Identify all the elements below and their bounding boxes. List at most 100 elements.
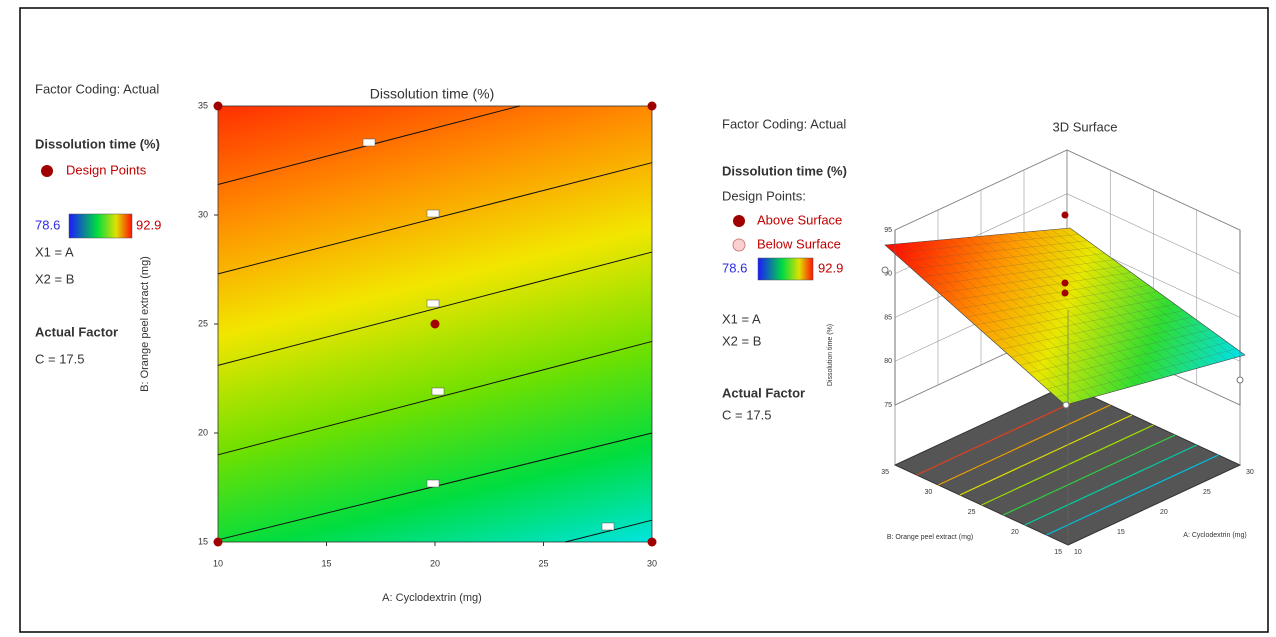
z-tick-label: 85 (884, 314, 892, 321)
floor-contour (937, 404, 1111, 486)
design-point (213, 101, 223, 111)
y-tick-label: 35 (198, 100, 208, 110)
color-max: 92.9 (818, 260, 843, 275)
design-point (430, 319, 440, 329)
y-tick-label: 30 (924, 489, 932, 496)
x1-label: X1 = A (722, 311, 761, 326)
x2-label: X2 = B (35, 271, 74, 286)
chart-title: 3D Surface (1052, 119, 1117, 134)
actual-factor: C = 17.5 (35, 351, 85, 366)
design-point-below (1236, 376, 1244, 384)
design-point (647, 101, 657, 111)
x-tick-label: 25 (538, 558, 548, 568)
surface-mesh (929, 259, 1114, 286)
contour-line (217, 162, 653, 275)
surface-mesh (1005, 233, 1183, 373)
surface-mesh (1014, 232, 1192, 371)
surface-mesh (956, 278, 1141, 310)
contour-label-box (426, 209, 440, 218)
frame (19, 7, 1269, 633)
actual-factor-title: Actual Factor (722, 385, 805, 400)
y-tick-label: 25 (968, 509, 976, 516)
legend-marker (41, 165, 53, 177)
surface-mesh (1032, 231, 1210, 366)
z-tick-label: 75 (884, 402, 892, 409)
surface-mesh (920, 253, 1106, 278)
y-tick-label: 20 (198, 427, 208, 437)
design-point-above (1061, 279, 1069, 287)
x1-label: X1 = A (35, 244, 74, 259)
legend-label: Below Surface (757, 236, 841, 251)
legend-title: Dissolution time (%) (35, 136, 160, 151)
z-tick-label: 80 (884, 358, 892, 365)
actual-factor: C = 17.5 (722, 407, 772, 422)
contour-label-box (431, 387, 445, 396)
x-tick-label: 15 (321, 558, 331, 568)
contour-line (565, 519, 653, 543)
z-tick-label: 90 (884, 271, 892, 278)
contour-label-box (426, 299, 440, 308)
legend-label: Design Points (66, 162, 147, 177)
design-point-above (1061, 289, 1069, 297)
surface-mesh (986, 235, 1165, 378)
y-tick-label: 15 (1054, 549, 1062, 556)
x-tick-label: 20 (1160, 509, 1168, 516)
surface-mesh (1042, 230, 1219, 363)
x-tick-label: 10 (213, 558, 223, 568)
z-tick-label: 95 (884, 227, 892, 234)
design-point (213, 537, 223, 547)
color-max: 92.9 (136, 217, 161, 232)
factor-coding: Factor Coding: Actual (722, 116, 846, 131)
contour-label-box (362, 138, 376, 147)
surface-mesh (911, 246, 1097, 270)
legend-title: Dissolution time (%) (722, 163, 847, 178)
x-tick-label: 15 (1117, 529, 1125, 536)
y-tick-label: 20 (1011, 529, 1019, 536)
color-bar (68, 213, 133, 239)
y-tick-label: 30 (198, 209, 208, 219)
legend-subtitle: Design Points: (722, 188, 806, 203)
color-min: 78.6 (722, 260, 747, 275)
surface-mesh (1051, 229, 1228, 361)
x2-label: X2 = B (722, 333, 761, 348)
floor-contour (1046, 454, 1219, 536)
z-axis-label: Dissolution time (%) (827, 324, 834, 386)
contour-area (217, 105, 653, 543)
actual-factor-title: Actual Factor (35, 324, 118, 339)
y-tick-label: 25 (198, 318, 208, 328)
y-axis-label: B: Orange peel extract (mg) (139, 256, 151, 392)
surface-mesh (1023, 232, 1201, 368)
y-tick-label: 35 (881, 469, 889, 476)
surface-mesh (965, 285, 1149, 318)
legend-marker (732, 238, 746, 252)
x-axis-label: A: Cyclodextrin (mg) (382, 592, 482, 604)
floor-contour (916, 394, 1089, 476)
floor-contour (959, 414, 1133, 496)
contour-line (217, 251, 653, 366)
surface-mesh (947, 272, 1132, 302)
surface-mesh (902, 240, 1088, 262)
color-min: 78.6 (35, 217, 60, 232)
surface-mesh (893, 234, 1079, 254)
surface-mesh (974, 291, 1158, 326)
x-axis-label: A: Cyclodextrin (mg) (1183, 532, 1246, 539)
legend-marker (733, 215, 745, 227)
floor-contour (1002, 434, 1176, 516)
contour-label-box (601, 522, 615, 531)
floor-contour (981, 424, 1154, 506)
x-tick-label: 10 (1074, 549, 1082, 556)
contour-label-box (426, 479, 440, 488)
y-axis-label: B: Orange peel extract (mg) (887, 534, 973, 541)
design-point-below (1062, 401, 1070, 409)
surface-mesh (1060, 228, 1237, 358)
design-point-below (881, 266, 889, 274)
x-tick-label: 25 (1203, 489, 1211, 496)
floor-contour (1024, 444, 1198, 526)
contour-line (217, 340, 653, 456)
x-tick-label: 20 (430, 558, 440, 568)
x-tick-label: 30 (647, 558, 657, 568)
design-point (647, 537, 657, 547)
factor-coding: Factor Coding: Actual (35, 81, 159, 96)
legend-label: Above Surface (757, 212, 842, 227)
